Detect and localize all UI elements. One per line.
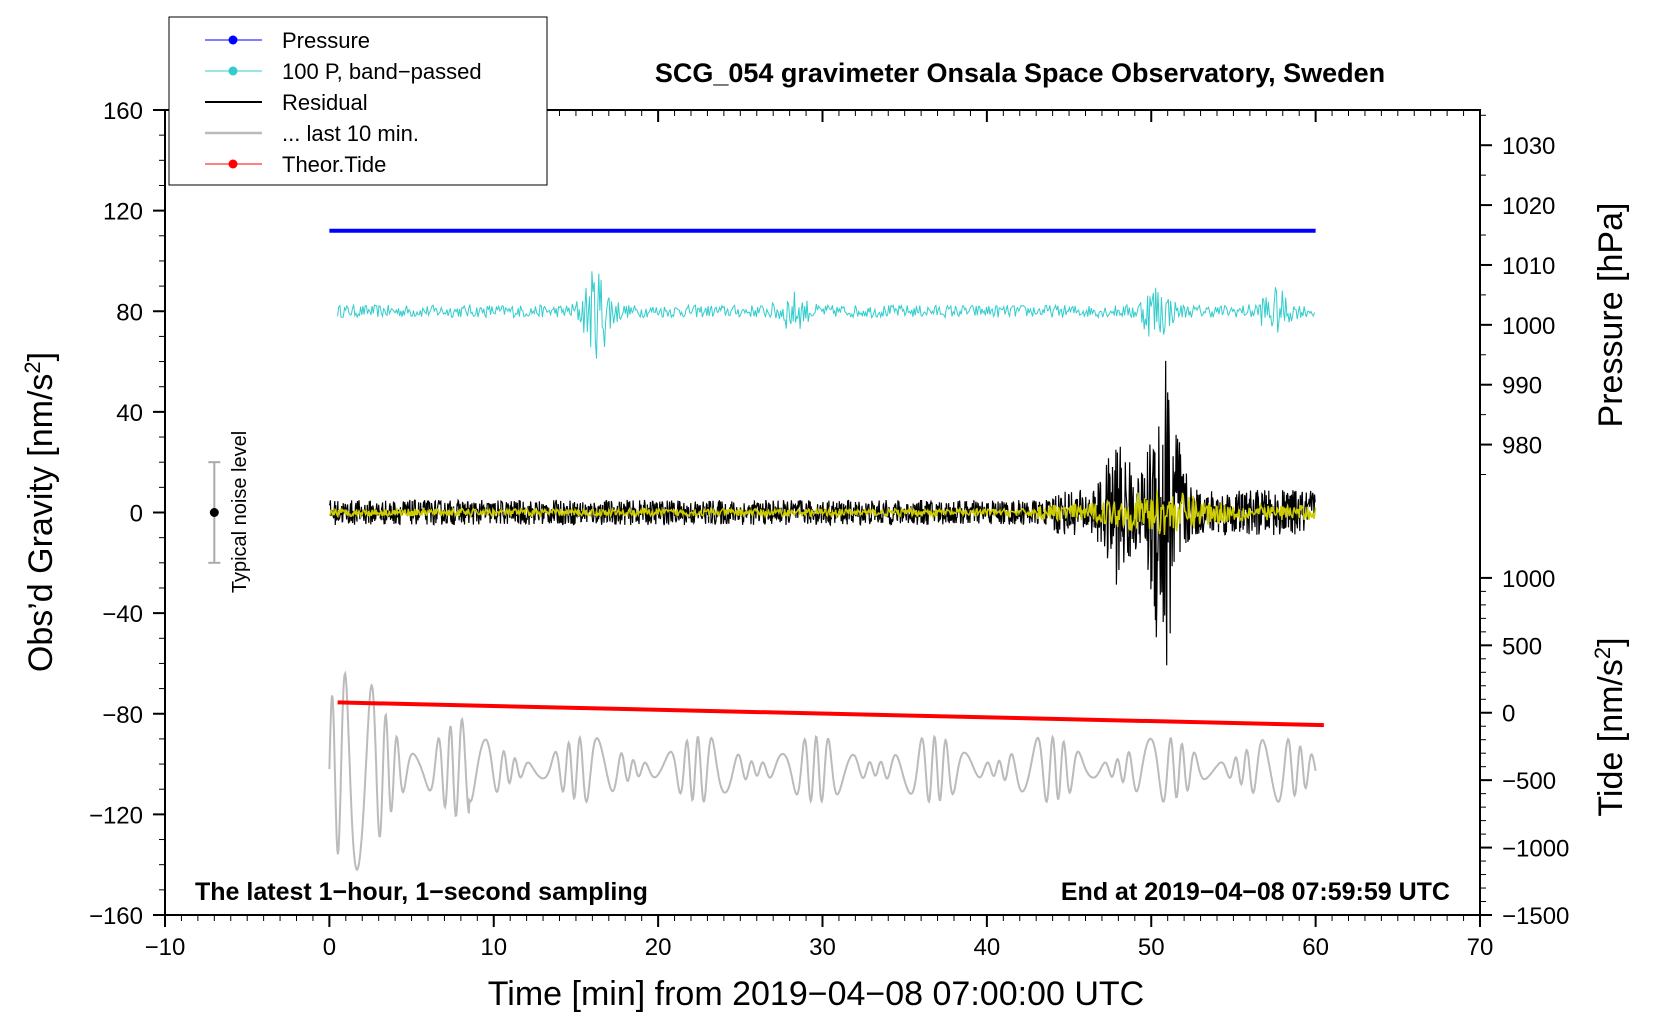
- noise-level-indicator: [208, 461, 221, 564]
- y-tick-label: 0: [130, 501, 143, 528]
- legend-marker: [228, 35, 238, 45]
- y-tick-label: −160: [89, 903, 143, 930]
- x-tick-label: 30: [809, 934, 836, 961]
- legend-label: Pressure: [282, 28, 370, 53]
- series-residual: [328, 360, 1316, 666]
- legend-label: ... last 10 min.: [282, 121, 419, 146]
- legend-label: Residual: [282, 90, 368, 115]
- y-axis-label-pressure: Pressure [hPa]: [1592, 203, 1630, 428]
- x-tick-label: 50: [1138, 934, 1165, 961]
- tide-tick-label: 0: [1502, 701, 1515, 728]
- tide-tick-label: 500: [1502, 633, 1542, 660]
- legend-marker: [228, 66, 238, 76]
- x-tick-label: 10: [480, 934, 507, 961]
- series-theor-tide: [337, 700, 1324, 728]
- y-tick-label: −80: [102, 702, 143, 729]
- x-tick-label: 20: [645, 934, 672, 961]
- y-axis-label-tide: Tide [nm/s2]: [1590, 637, 1631, 816]
- y-tick-label: 40: [116, 400, 143, 427]
- annotation-end-time: End at 2019−04−08 07:59:59 UTC: [1061, 878, 1450, 906]
- x-axis-label: Time [min] from 2019−04−08 07:00:00 UTC: [488, 975, 1144, 1013]
- chart-title: SCG_054 gravimeter Onsala Space Observat…: [655, 58, 1385, 88]
- tide-tick-label: −1500: [1502, 903, 1569, 930]
- y-tick-label: 80: [116, 299, 143, 326]
- series-layer: [328, 228, 1324, 872]
- legend-label: Theor.Tide: [282, 152, 386, 177]
- y-tick-label: 120: [103, 199, 143, 226]
- y-tick-label: −40: [102, 601, 143, 628]
- x-tick-label: 40: [974, 934, 1001, 961]
- series-100p-band-passed: [337, 271, 1315, 359]
- axes-layer: −10 0 10 20 30 40 50 60 7016012080400−40−80−120−…: [89, 98, 1569, 961]
- pressure-tick-label: 990: [1502, 373, 1542, 400]
- x-tick-label: 0: [323, 934, 336, 961]
- legend-label: 100 P, band−passed: [282, 59, 482, 84]
- annotation-sampling: The latest 1−hour, 1−second sampling: [195, 878, 648, 906]
- legend-items: Pressure 100 P, band−passed Residual ... la…: [205, 28, 482, 177]
- pressure-tick-label: 1010: [1502, 253, 1555, 280]
- legend-marker: [228, 159, 238, 169]
- tide-tick-label: −500: [1502, 768, 1556, 795]
- tide-tick-label: 1000: [1502, 566, 1555, 593]
- pressure-tick-label: 1030: [1502, 133, 1555, 160]
- pressure-tick-label: 1020: [1502, 193, 1555, 220]
- y-axis-label-gravity: Obs’d Gravity [nm/s2]: [20, 352, 61, 672]
- tide-tick-label: −1000: [1502, 836, 1569, 863]
- pressure-tick-label: 1000: [1502, 313, 1555, 340]
- noise-level-label: Typical noise level: [229, 431, 251, 593]
- x-tick-label: 70: [1467, 934, 1494, 961]
- x-tick-label: 60: [1302, 934, 1329, 961]
- y-tick-label: −120: [89, 802, 143, 829]
- legend: Pressure 100 P, band−passed Residual ... la…: [168, 16, 548, 186]
- x-tick-label: −10: [145, 934, 186, 961]
- pressure-tick-label: 980: [1502, 433, 1542, 460]
- y-tick-label: 160: [103, 98, 143, 125]
- noise-level-point: [209, 508, 219, 517]
- series-last-10-min: [328, 670, 1317, 872]
- series-residual-overlay: [328, 490, 1317, 536]
